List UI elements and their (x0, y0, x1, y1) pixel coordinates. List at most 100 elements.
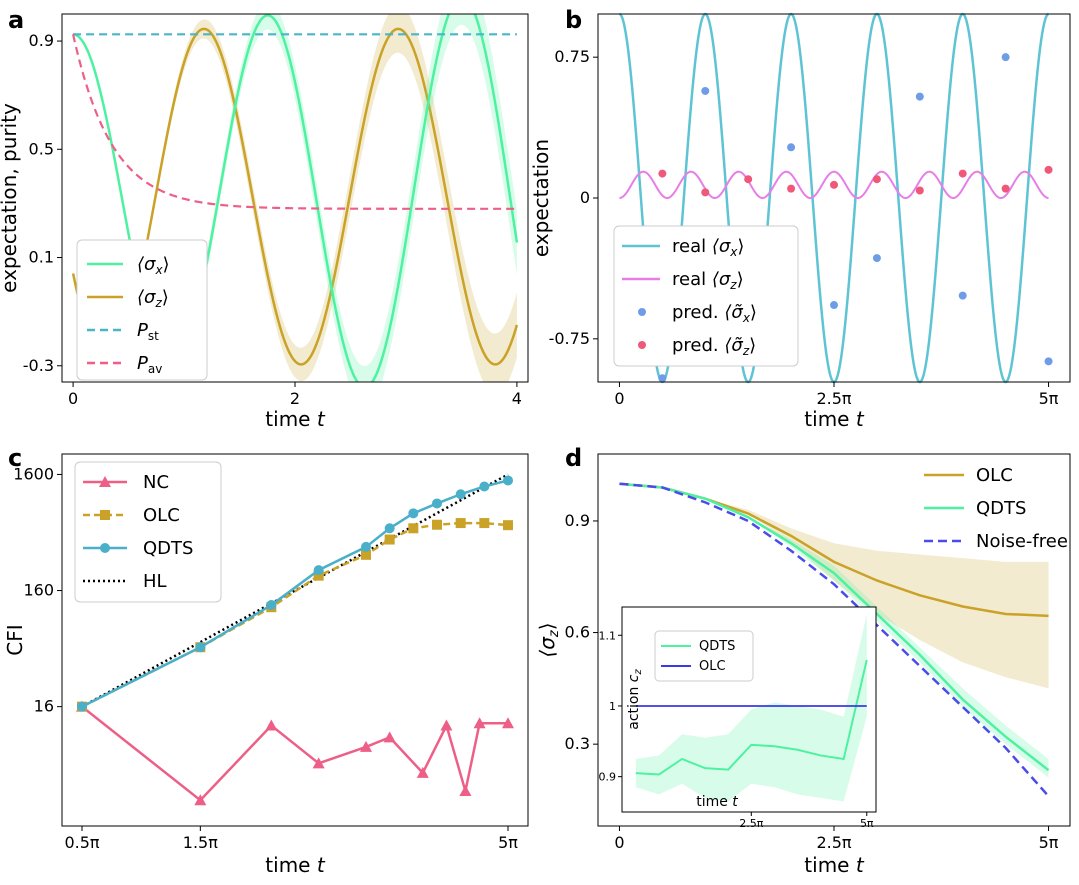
panel-b: b 0 2.5π 5π -0.75 0 0.75 time t expectation real … (529, 6, 1071, 431)
inset-frame (621, 606, 877, 813)
panel-b-xtick-label: 5π (1039, 389, 1059, 408)
series-qdts-marker (479, 481, 490, 492)
y-axis-label: expectation, purity (0, 103, 21, 293)
inset-ytick-label: 0.9 (599, 771, 617, 784)
legend-b-label: pred. ⟨σ̃x⟩ (672, 302, 757, 325)
series-qdts-marker (384, 523, 395, 534)
series-nc-marker (416, 766, 429, 778)
pred-sx-point (1001, 53, 1010, 62)
series-nc-marker (473, 717, 486, 729)
pred-sx-point (658, 374, 667, 383)
legend-c-marker (99, 476, 111, 487)
legend-c (74, 461, 222, 603)
panel-a-xtick-label: 0 (68, 389, 78, 408)
panel-c-xtick-label: 1.5π (183, 833, 218, 852)
pred-sx-point (830, 301, 838, 310)
y-axis-label: expectation (529, 139, 553, 257)
legend-a-label: Pst (137, 320, 159, 343)
legend-c-marker (100, 510, 110, 520)
panel-c: c 0.5π 1.5π 5π 16 160 1600 time t CFI NC OLC QDTS HL (3, 444, 529, 877)
series-nc-marker (502, 717, 514, 729)
series-olc-marker (384, 534, 395, 545)
series-nc-marker (312, 757, 325, 769)
series-olc-marker (479, 518, 490, 529)
inset-ytick-label: 1 (609, 700, 616, 713)
inset-y-label: action cz (626, 669, 644, 730)
series-sigma-z-band (73, 14, 517, 382)
series-qdts-line (619, 482, 1050, 772)
panel-label-c: c (8, 444, 22, 472)
series-qdts-marker (195, 642, 206, 653)
pred-sz-point (1001, 184, 1010, 193)
series-noise-free-line (619, 482, 1050, 798)
series-qdts-marker (408, 508, 419, 519)
pred-sx-point (787, 143, 796, 152)
series-nc-line (81, 705, 508, 802)
pred-sz-point (787, 184, 796, 193)
series-nc-marker (459, 785, 472, 797)
panel-a-ytick-label: 0.1 (29, 248, 54, 267)
x-axis-label: time t (804, 853, 865, 877)
legend-d-label: OLC (976, 465, 1013, 486)
series-olc-line (81, 521, 509, 708)
pred-sx-point (872, 254, 881, 263)
series-nc-marker (265, 719, 278, 731)
pred-sz-point (701, 188, 710, 197)
panel-d-ytick-label: 0.3 (565, 734, 590, 753)
panel-d: d 0 2.5π 5π 0.3 0.6 0.9 time t ⟨σz⟩ OLC QDTS Noise-… (535, 444, 1071, 877)
panel-d-xtick-label: 0 (614, 833, 624, 852)
inset-ytick-label: 1.1 (599, 629, 617, 642)
legend-b-swatch (638, 308, 646, 316)
legend-c-label: QDTS (143, 538, 193, 559)
panel-a-ytick-label: 0.5 (29, 139, 54, 158)
legend-a-label: ⟨σx⟩ (137, 254, 170, 277)
inset-xtick-label: 5π (860, 817, 874, 830)
panel-a: a 0 2 4 -0.3 0.1 0.5 0.9 time t expectation, puri… (0, 6, 529, 431)
panel-a-ytick-label: 0.9 (29, 31, 54, 50)
panel-d-ytick-label: 0.6 (565, 623, 590, 642)
panel-a-xtick-label: 4 (512, 389, 522, 408)
pred-sx-point (915, 92, 924, 101)
pred-sz-point (1044, 165, 1053, 174)
panel-c-ytick-label: 160 (23, 581, 54, 600)
series-olc-marker (455, 518, 466, 529)
legend-b-swatch (638, 341, 646, 349)
legend-c-label: NC (143, 472, 169, 493)
series-qdts-marker (266, 600, 277, 611)
panel-a-xtick-label: 2 (290, 389, 300, 408)
series-pav-line (72, 34, 517, 210)
panel-c-frame (61, 453, 529, 827)
inset-x-label: time t (696, 794, 738, 810)
series-qdts-marker (455, 489, 466, 500)
pred-sx-point (701, 86, 710, 95)
panel-c-ytick-label: 16 (34, 697, 54, 716)
panel-b-ytick-label: 0 (580, 188, 590, 207)
legend-a-label: Pav (137, 353, 162, 376)
series-qdts-marker (361, 541, 371, 552)
series-qdts-marker (313, 565, 324, 576)
panel-label-a: a (8, 6, 24, 34)
legend-b-label: real ⟨σz⟩ (672, 269, 744, 292)
panel-d-ytick-label: 0.9 (565, 511, 590, 530)
panel-b-ytick-label: -0.75 (549, 329, 590, 348)
series-olc-marker (313, 570, 324, 581)
series-qdts-marker (503, 475, 513, 486)
panel-label-d: d (565, 444, 582, 472)
series-nc-marker (440, 719, 453, 731)
inset-qdts-line (635, 659, 868, 776)
panel-b-xtick-label: 0 (614, 389, 624, 408)
inset-qdts-band (635, 614, 867, 802)
series-nc-marker (360, 740, 372, 752)
x-axis-label: time t (804, 407, 865, 431)
series-nc-marker (383, 731, 396, 743)
legend-c-marker (100, 543, 110, 553)
series-olc-marker (432, 519, 442, 530)
pred-sz-point (872, 175, 881, 184)
y-axis-label: CFI (3, 624, 27, 655)
panel-a-ytick-label: -0.3 (23, 356, 54, 375)
legend-c-label: HL (143, 571, 167, 592)
series-olc-marker (361, 549, 371, 560)
pred-sx-point (1044, 357, 1053, 366)
inset-xtick-label: 2.5π (739, 817, 763, 830)
